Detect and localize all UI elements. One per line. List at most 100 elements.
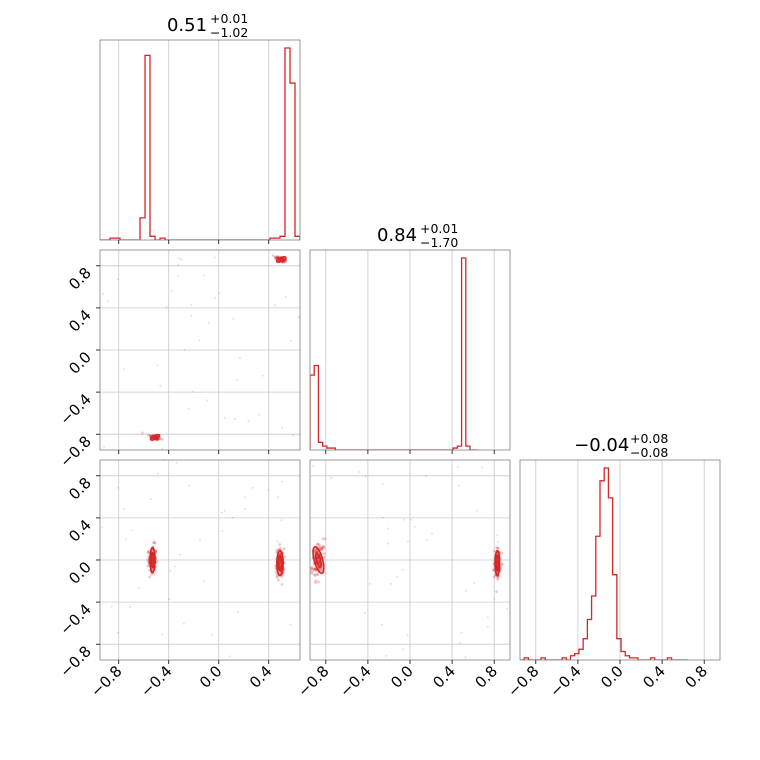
scatter-point <box>486 616 489 619</box>
title-lower-error: −1.70 <box>420 235 458 250</box>
x-tick-label: 0.0 <box>387 662 417 692</box>
scatter-point <box>278 543 282 546</box>
scatter-point <box>206 399 209 402</box>
scatter-point <box>156 438 159 442</box>
scatter-point <box>493 549 496 553</box>
scatter-point <box>148 575 151 579</box>
scatter-point <box>460 631 463 634</box>
scatter-point <box>101 526 104 529</box>
y-tick-label: 0.4 <box>65 306 95 336</box>
histogram-step-line <box>310 257 479 450</box>
scatter-point <box>203 274 206 277</box>
scatter-point <box>258 413 261 416</box>
scatter-point <box>330 477 333 480</box>
scatter-point <box>153 435 157 439</box>
y-tick-label: −0.4 <box>56 390 94 428</box>
scatter-point <box>475 509 478 512</box>
scatter-point <box>274 255 277 259</box>
scatter-point <box>243 507 246 510</box>
scatter-point <box>280 519 283 522</box>
scatter-point <box>368 582 371 585</box>
scatter-point <box>223 416 226 419</box>
scatter-point <box>277 495 280 498</box>
scatter-point <box>183 349 186 352</box>
y-tick-label: 0.0 <box>65 348 95 378</box>
scatter-point <box>317 580 320 584</box>
scatter-point <box>279 258 283 261</box>
scatter-point <box>316 572 319 576</box>
scatter-point <box>496 540 499 543</box>
scatter-point <box>319 548 323 552</box>
scatter-point <box>273 304 276 307</box>
scatter-point <box>177 274 180 277</box>
scatter-point <box>283 260 287 264</box>
x-tick-label: −0.8 <box>504 662 542 700</box>
scatter-point <box>389 582 392 585</box>
scatter-point <box>220 511 223 514</box>
y-tick-label: −0.8 <box>56 642 94 680</box>
title-value: 0.84 <box>377 225 417 246</box>
scatter-point <box>187 484 190 487</box>
y-tick-label: 0.4 <box>65 516 95 546</box>
scatter-point <box>273 256 277 260</box>
scatter-point <box>380 623 383 626</box>
x-tick-label: −0.4 <box>137 662 175 700</box>
scatter-point <box>122 368 125 371</box>
scatter-point <box>146 564 150 568</box>
x-tick-label: 0.4 <box>246 662 276 692</box>
scatter-point <box>321 545 325 549</box>
scatter-point <box>238 356 241 359</box>
scatter-point <box>320 546 324 549</box>
x-tick-label: 0.8 <box>681 662 711 692</box>
scatter-point <box>207 322 210 325</box>
scatter-point <box>492 575 496 579</box>
title-lower-error: −0.08 <box>630 445 668 460</box>
scatter-point <box>310 572 314 575</box>
scatter-point <box>261 374 264 377</box>
scatter-point <box>496 533 499 536</box>
scatter-point <box>278 552 282 555</box>
scatter-point <box>323 552 326 555</box>
title-upper-error: +0.01 <box>210 11 248 26</box>
scatter-point <box>169 569 172 572</box>
scatter-point <box>146 558 150 562</box>
scatter-point <box>321 537 325 541</box>
scatter-point <box>275 255 279 259</box>
scatter-point <box>156 472 159 475</box>
scatter-point <box>228 655 231 658</box>
scatter-point <box>106 300 109 303</box>
scatter-point <box>281 480 284 483</box>
scatter-point <box>152 540 156 544</box>
scatter-point <box>275 255 279 258</box>
scatter-point <box>385 654 388 657</box>
scatter-point <box>316 556 319 560</box>
scatter-point <box>292 434 295 437</box>
scatter-point <box>232 317 235 320</box>
scatter-point <box>473 582 476 585</box>
histogram-step-line <box>100 47 300 240</box>
scatter-point <box>317 543 321 547</box>
scatter-point <box>173 565 176 568</box>
scatter-point <box>123 507 126 510</box>
scatter-point <box>247 420 250 423</box>
title-value: −0.04 <box>574 435 629 456</box>
scatter-point <box>386 542 389 545</box>
x-tick-label: 0.8 <box>471 662 501 692</box>
scatter-point <box>284 295 287 298</box>
scatter-point <box>495 546 498 550</box>
scatter-point <box>279 546 282 550</box>
scatter-point <box>140 431 144 435</box>
scatter-point <box>381 483 384 486</box>
scatter-point <box>149 572 153 576</box>
scatter-point <box>312 464 315 467</box>
scatter-point <box>191 390 194 393</box>
density-contour <box>275 255 287 263</box>
y-tick-label: 0.0 <box>65 558 95 588</box>
scatter-point <box>318 545 321 549</box>
scatter-point <box>500 551 504 555</box>
scatter-point <box>413 525 416 528</box>
scatter-point <box>322 555 326 559</box>
density-contour <box>150 551 155 569</box>
scatter-point <box>310 570 313 574</box>
scatter-point <box>500 563 504 566</box>
